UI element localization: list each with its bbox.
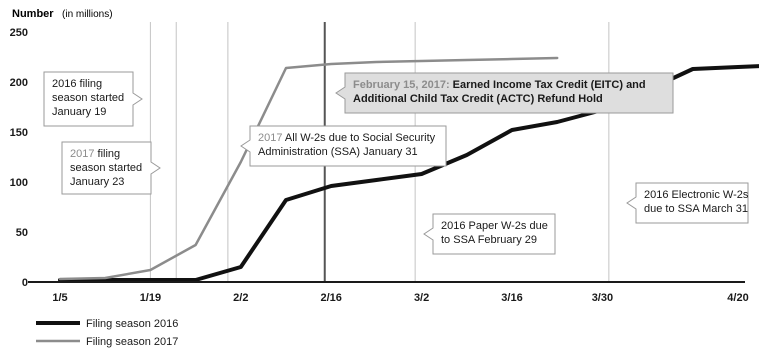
- annotation-text: Administration (SSA) January 31: [258, 146, 418, 158]
- y-tick-200: 200: [10, 77, 28, 89]
- y-tick-0: 0: [22, 277, 28, 289]
- x-tick-3-2: 3/2: [414, 292, 429, 304]
- annotation-text: 2017 All W-2s due to Social Security: [258, 132, 436, 144]
- annotation-text: 2017 filing: [70, 148, 120, 160]
- annotation-text: 2016 Paper W-2s due: [441, 220, 548, 232]
- x-tick-2-16: 2/16: [320, 292, 341, 304]
- y-tick-labels: 0 50 100 150 200 250: [10, 27, 28, 289]
- annotation-aeitc: February 15, 2017: Earned Income Tax Cre…: [335, 72, 674, 114]
- annotation-aw2: 2017 All W-2s due to Social Security Admi…: [240, 125, 447, 167]
- y-axis-unit: (in millions): [62, 9, 113, 20]
- annotation-box: [626, 182, 749, 224]
- annotation-text: January 19: [52, 106, 106, 118]
- annotation-text: season started: [52, 92, 124, 104]
- x-tick-3-16: 3/16: [501, 292, 522, 304]
- x-tick-labels: 1/5 1/19 2/2 2/16 3/2 3/16 3/30 4/20: [52, 292, 748, 304]
- annotation-box: [335, 72, 674, 114]
- annotation-text: February 15, 2017: Earned Income Tax Cre…: [353, 79, 646, 91]
- annotation-box: [61, 141, 161, 195]
- annotation-a2016start: 2016 filing season started January 19: [43, 71, 143, 127]
- annotation-box: [43, 71, 143, 127]
- legend: Filing season 2016 Filing season 2017: [36, 318, 178, 348]
- annotation-text: season started: [70, 162, 142, 174]
- series-line-2017: [58, 56, 559, 281]
- y-tick-250: 250: [10, 27, 28, 39]
- annotation-text: January 23: [70, 176, 124, 188]
- x-tick-3-30: 3/30: [592, 292, 613, 304]
- annotation-box: [423, 213, 556, 255]
- x-tick-1-19: 1/19: [140, 292, 161, 304]
- annotations: 2016 filing season started January 19 2017 …: [43, 71, 749, 255]
- annotation-text: 2016 filing: [52, 78, 102, 90]
- annotation-a2017start: 2017 filing season started January 23: [61, 141, 161, 195]
- x-tick-2-2: 2/2: [233, 292, 248, 304]
- legend-label-2016: Filing season 2016: [86, 318, 178, 330]
- y-tick-100: 100: [10, 177, 28, 189]
- annotation-text: due to SSA March 31: [644, 203, 748, 215]
- annotation-text: 2016 Electronic W-2s: [644, 189, 749, 201]
- y-tick-50: 50: [16, 227, 28, 239]
- y-axis-label: Number: [12, 8, 54, 20]
- annotation-aelec: 2016 Electronic W-2s due to SSA March 31: [626, 182, 749, 224]
- y-tick-150: 150: [10, 127, 28, 139]
- x-tick-4-20: 4/20: [727, 292, 748, 304]
- annotation-text: to SSA February 29: [441, 234, 537, 246]
- annotation-text: Additional Child Tax Credit (ACTC) Refun…: [353, 93, 603, 105]
- legend-label-2017: Filing season 2017: [86, 336, 178, 348]
- annotation-apaper: 2016 Paper W-2s due to SSA February 29: [423, 213, 556, 255]
- x-tick-1-5: 1/5: [52, 292, 67, 304]
- annotation-box: [240, 125, 447, 167]
- y-axis-title: Number (in millions): [12, 4, 113, 21]
